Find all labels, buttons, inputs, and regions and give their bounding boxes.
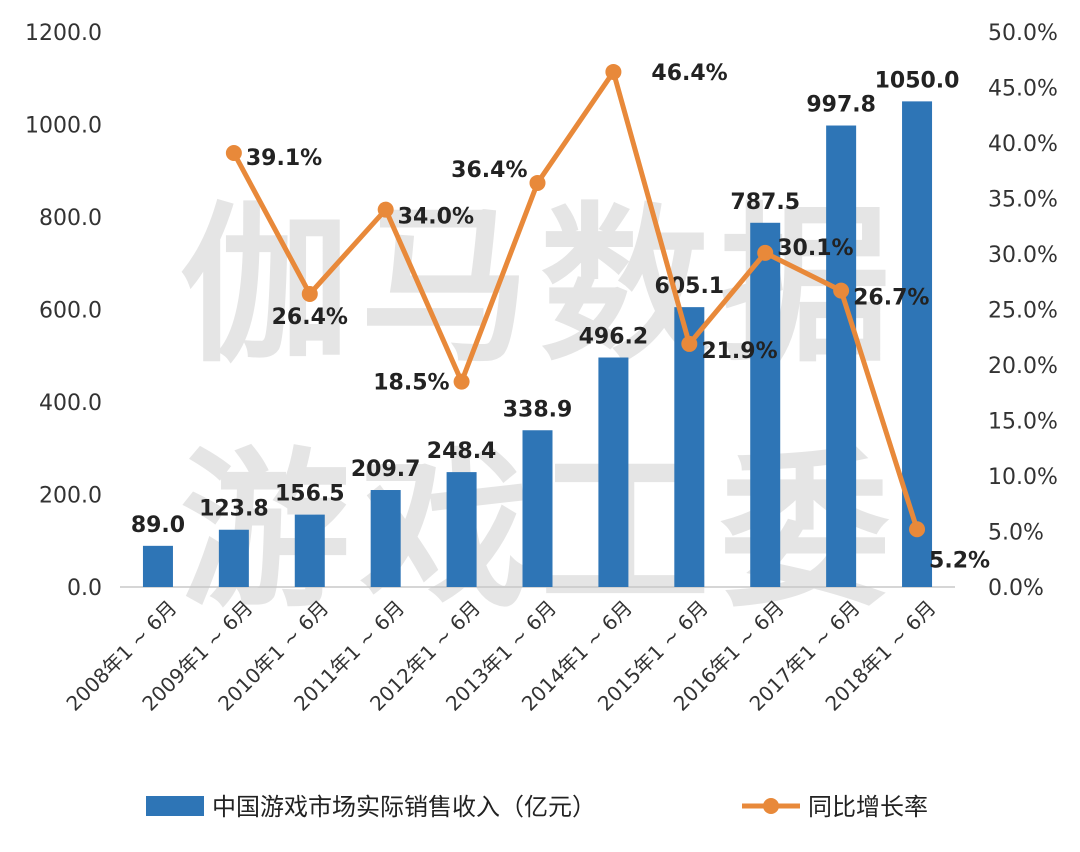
bar-value-label: 787.5 bbox=[730, 190, 800, 215]
bar bbox=[142, 545, 173, 587]
bar bbox=[598, 357, 629, 587]
line-value-label: 30.1% bbox=[777, 236, 853, 261]
right-tick-label: 10.0% bbox=[988, 465, 1058, 490]
legend-bar-label: 中国游戏市场实际销售收入（亿元） bbox=[212, 793, 596, 821]
legend: 中国游戏市场实际销售收入（亿元） 同比增长率 bbox=[146, 793, 928, 821]
right-tick-label: 35.0% bbox=[988, 188, 1058, 213]
watermark-text: 伽马数据 bbox=[180, 188, 900, 386]
bar-value-label: 248.4 bbox=[427, 439, 497, 464]
right-tick-label: 0.0% bbox=[988, 576, 1044, 601]
right-tick-label: 45.0% bbox=[988, 77, 1058, 102]
left-tick-label: 400.0 bbox=[39, 391, 102, 416]
line-point bbox=[529, 174, 546, 191]
legend-bar-swatch bbox=[146, 796, 204, 816]
line-value-label: 26.4% bbox=[272, 305, 348, 330]
bar-value-label: 123.8 bbox=[199, 497, 269, 522]
line-value-label: 46.4% bbox=[651, 61, 727, 86]
left-tick-label: 1000.0 bbox=[25, 114, 102, 139]
right-tick-label: 20.0% bbox=[988, 354, 1058, 379]
left-tick-label: 600.0 bbox=[39, 299, 102, 324]
right-axis-ticks: 0.0% 5.0% 10.0% 15.0% 20.0% 25.0% 30.0% 35.0% 40… bbox=[988, 21, 1058, 601]
bar-value-label: 338.9 bbox=[503, 397, 573, 422]
right-tick-label: 30.0% bbox=[988, 243, 1058, 268]
right-tick-label: 40.0% bbox=[988, 132, 1058, 157]
bar bbox=[218, 529, 249, 587]
left-tick-label: 1200.0 bbox=[25, 21, 102, 46]
legend-line-label: 同比增长率 bbox=[808, 793, 928, 821]
line-point bbox=[909, 521, 926, 538]
bar bbox=[446, 472, 477, 587]
bar-value-label: 605.1 bbox=[655, 274, 725, 299]
right-tick-label: 5.0% bbox=[988, 521, 1044, 546]
bar bbox=[902, 101, 933, 587]
bar-value-label: 89.0 bbox=[131, 513, 185, 538]
bar-value-label: 1050.0 bbox=[875, 68, 960, 93]
line-series bbox=[225, 63, 926, 538]
left-tick-label: 800.0 bbox=[39, 206, 102, 231]
bar-value-label: 997.8 bbox=[806, 93, 876, 118]
line-value-label: 18.5% bbox=[373, 371, 449, 396]
line-point bbox=[681, 335, 698, 352]
right-tick-label: 25.0% bbox=[988, 299, 1058, 324]
bar-value-label: 209.7 bbox=[351, 457, 421, 482]
left-axis-ticks: 0.0 200.0 400.0 600.0 800.0 1000.0 1200.0 bbox=[25, 21, 102, 601]
line-path bbox=[231, 69, 920, 531]
line-value-label: 5.2% bbox=[929, 548, 990, 573]
bar bbox=[522, 430, 553, 587]
bar bbox=[370, 490, 401, 587]
bar-value-label: 496.2 bbox=[579, 325, 649, 350]
line-point bbox=[605, 63, 622, 80]
line-point bbox=[453, 373, 470, 390]
bar bbox=[750, 222, 781, 587]
left-tick-label: 200.0 bbox=[39, 484, 102, 509]
left-tick-label: 0.0 bbox=[67, 576, 102, 601]
line-data-labels: 39.1% 26.4% 34.0% 18.5% 36.4% 46.4% 21.9% 30.1%… bbox=[246, 61, 990, 573]
line-value-label: 36.4% bbox=[451, 158, 527, 183]
bar bbox=[674, 307, 705, 587]
line-value-label: 26.7% bbox=[853, 286, 929, 311]
right-tick-label: 50.0% bbox=[988, 21, 1058, 46]
line-value-label: 21.9% bbox=[701, 339, 777, 364]
line-point bbox=[377, 201, 394, 218]
bar bbox=[826, 125, 857, 587]
line-value-label: 34.0% bbox=[398, 205, 474, 230]
line-value-label: 39.1% bbox=[246, 146, 322, 171]
bar-value-label: 156.5 bbox=[275, 482, 345, 507]
legend-line-marker bbox=[763, 798, 779, 814]
bar bbox=[294, 514, 325, 587]
line-point bbox=[225, 144, 242, 161]
line-point bbox=[757, 244, 774, 261]
line-point bbox=[833, 282, 850, 299]
line-point bbox=[301, 285, 318, 302]
right-tick-label: 15.0% bbox=[988, 410, 1058, 435]
